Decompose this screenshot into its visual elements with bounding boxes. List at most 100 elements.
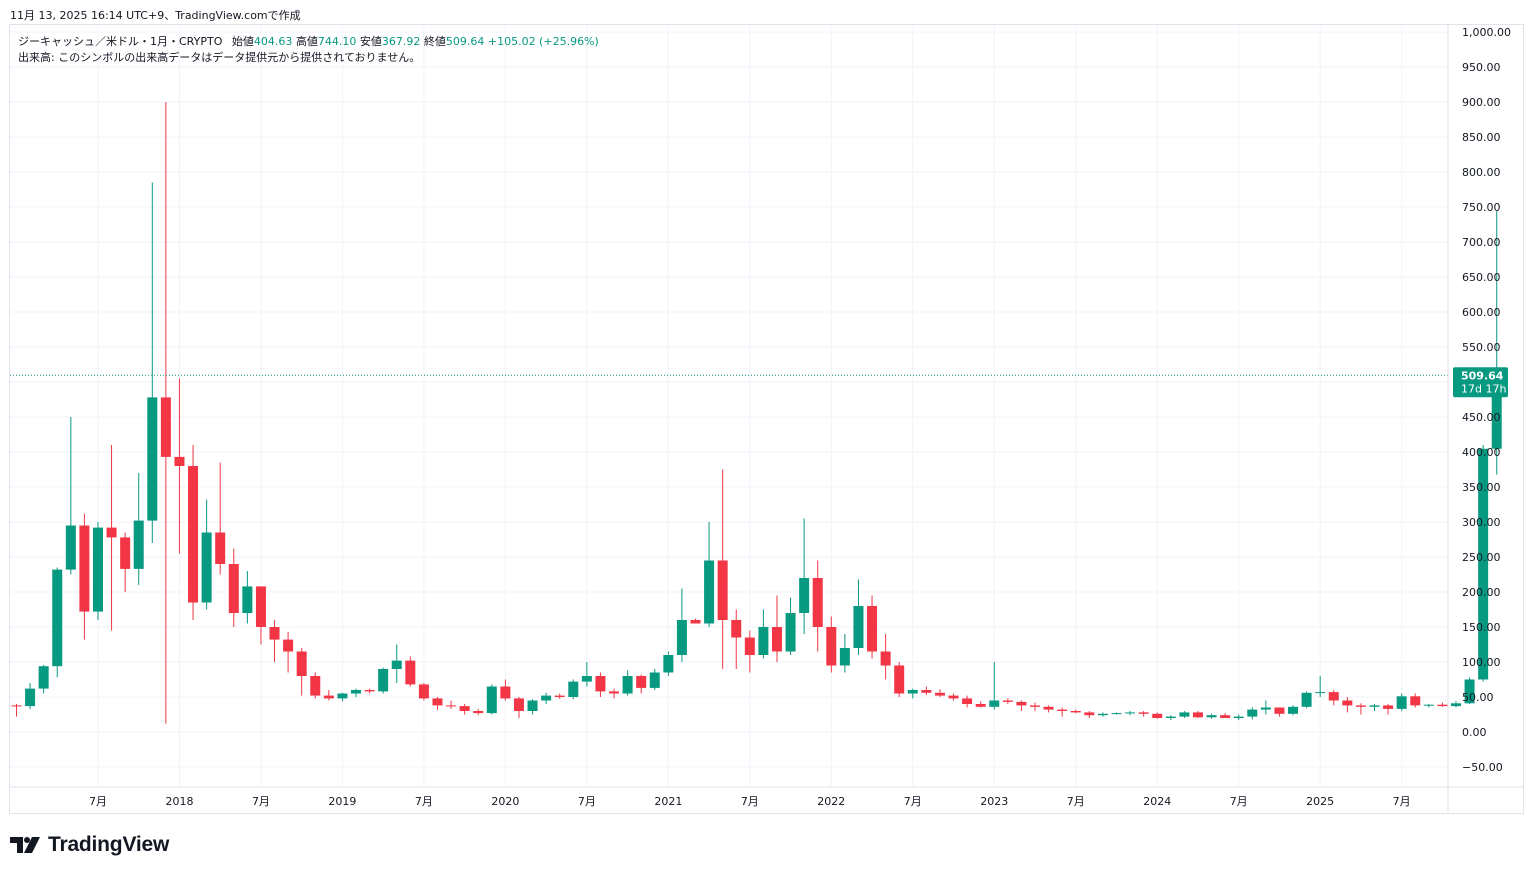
candle <box>1423 704 1434 708</box>
candle <box>1315 676 1326 697</box>
candle <box>1288 705 1299 716</box>
candle <box>255 586 266 645</box>
candle-body <box>1315 692 1326 694</box>
candle-body <box>636 676 647 688</box>
candle-body <box>934 692 945 696</box>
candle-body <box>500 686 511 699</box>
candle <box>676 588 687 662</box>
y-tick-label: 550.00 <box>1462 341 1501 354</box>
axis-layer: −50.00 0.00 50.00 100.00 150.00 200.00 250.00 3… <box>10 24 1524 814</box>
symbol-description[interactable]: ジーキャッシュ／米ドル・1月・CRYPTO <box>18 35 223 48</box>
candle-body <box>513 698 524 711</box>
candle-body <box>771 627 782 652</box>
candle-body <box>649 672 660 688</box>
candle <box>147 182 158 543</box>
candle-body <box>459 706 470 711</box>
candle <box>1383 704 1394 715</box>
candle <box>1355 703 1366 715</box>
y-tick-label: 950.00 <box>1462 61 1501 74</box>
candle <box>188 445 199 620</box>
y-tick-label: 250.00 <box>1462 551 1501 564</box>
candle <box>527 699 538 715</box>
candle-body <box>269 627 280 640</box>
candle-body <box>79 525 90 612</box>
candle-body <box>378 669 389 692</box>
candle-body <box>1220 715 1231 718</box>
x-tick-label: 7月 <box>1393 795 1411 808</box>
candle <box>1328 690 1339 706</box>
candle <box>1002 698 1013 704</box>
x-tick-label: 7月 <box>1230 795 1248 808</box>
candle <box>92 522 103 620</box>
candle-body <box>839 648 850 666</box>
tradingview-logo[interactable]: TradingView <box>10 833 169 857</box>
candle <box>921 686 932 695</box>
low-value: 367.92 <box>381 35 421 48</box>
candle <box>513 697 524 718</box>
candle-body <box>799 578 810 613</box>
candle-body <box>52 569 63 667</box>
candle <box>1152 712 1163 719</box>
candle-body <box>11 705 22 707</box>
x-tick-label: 7月 <box>1067 795 1085 808</box>
candle-body <box>215 532 226 564</box>
candle-body <box>853 606 864 648</box>
candle-body <box>1192 712 1203 718</box>
last-price-tag <box>1453 367 1508 398</box>
candle-body <box>880 651 891 666</box>
y-tick-label: 50.00 <box>1462 691 1494 704</box>
y-tick-label: 200.00 <box>1462 586 1501 599</box>
candle <box>418 683 429 701</box>
candle-body <box>867 606 878 652</box>
candle-body <box>92 527 103 612</box>
ohlc-row: ジーキャッシュ／米ドル・1月・CRYPTO 始値404.63 高値744.10 … <box>18 34 599 50</box>
candle <box>622 670 633 696</box>
y-tick-label: 350.00 <box>1462 481 1501 494</box>
candle <box>201 499 212 610</box>
candle <box>133 473 144 585</box>
candle-body <box>907 690 918 694</box>
candle <box>907 688 918 699</box>
candle <box>269 620 280 662</box>
candle-body <box>1043 706 1054 710</box>
candle-body <box>1070 711 1081 713</box>
candle <box>432 697 443 710</box>
candle <box>989 662 1000 710</box>
candle-body <box>1437 704 1448 707</box>
candle <box>1464 677 1475 704</box>
candle-body <box>758 627 769 655</box>
candle-body <box>1165 716 1176 718</box>
candle-body <box>1138 712 1149 714</box>
x-tick-label: 7月 <box>415 795 433 808</box>
candle <box>1084 711 1095 718</box>
candle <box>1450 701 1461 708</box>
candle-body <box>1423 704 1434 706</box>
candle <box>323 690 334 701</box>
candle <box>771 595 782 662</box>
candle-body <box>1260 707 1271 710</box>
x-tick-label: 7月 <box>904 795 922 808</box>
candle <box>283 631 294 673</box>
candle <box>473 708 484 716</box>
candle-body <box>432 698 443 706</box>
candle <box>79 513 90 640</box>
candle-body <box>38 666 49 689</box>
candle-body <box>174 456 185 466</box>
candle-body <box>1328 692 1339 701</box>
candle <box>120 532 131 592</box>
candle-body <box>1111 713 1122 715</box>
candle <box>1043 705 1054 713</box>
candle <box>228 548 239 627</box>
candle-body <box>1179 712 1190 717</box>
close-value: 509.64 <box>445 35 485 48</box>
x-tick-label: 2019 <box>328 795 356 808</box>
candle-body <box>921 690 932 693</box>
candle <box>595 672 606 697</box>
candle <box>364 688 375 694</box>
candle-body <box>133 520 144 569</box>
x-tick-label: 2018 <box>165 795 193 808</box>
y-tick-label: 150.00 <box>1462 621 1501 634</box>
y-tick-label: 1,000.00 <box>1462 26 1511 39</box>
chart-frame[interactable] <box>9 24 1524 814</box>
